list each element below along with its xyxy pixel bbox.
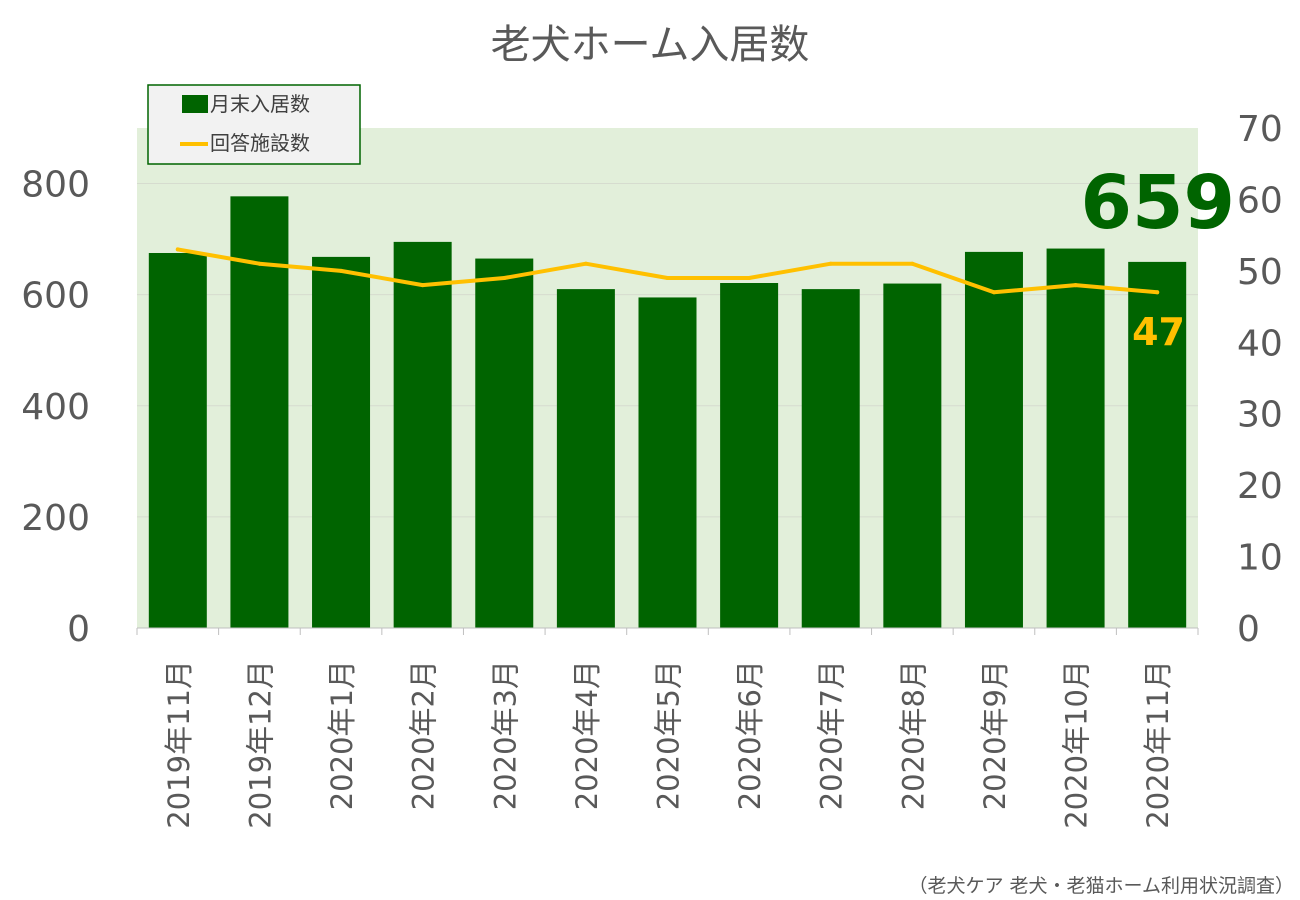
- line-callout: 47: [1132, 310, 1185, 354]
- line-point: [991, 290, 996, 295]
- legend-label-bars: 月末入居数: [210, 92, 310, 116]
- line-point: [257, 261, 262, 266]
- line-point: [1073, 283, 1078, 288]
- line-point: [420, 283, 425, 288]
- line-point: [1155, 290, 1160, 295]
- y-right-tick-label: 20: [1237, 466, 1283, 507]
- bar: [230, 196, 289, 629]
- source-note: （老犬ケア 老犬・老猫ホーム利用状況調査）: [908, 875, 1294, 897]
- y-right-tick-label: 60: [1237, 180, 1283, 221]
- chart-title: 老犬ホーム入居数: [490, 22, 810, 68]
- bar: [883, 283, 942, 628]
- y-right-tick-label: 0: [1237, 609, 1260, 650]
- bar: [148, 253, 207, 628]
- bar: [1128, 261, 1187, 628]
- x-tick-label: 2020年10月: [1060, 660, 1094, 829]
- bar: [1046, 248, 1105, 629]
- y-right-tick-label: 30: [1237, 395, 1283, 436]
- x-tick-label: 2020年9月: [978, 660, 1012, 810]
- x-tick-label: 2020年5月: [652, 660, 686, 810]
- bar: [475, 258, 534, 628]
- legend-swatch-bars: [182, 95, 208, 113]
- bar: [720, 283, 779, 628]
- x-tick-label: 2020年2月: [407, 660, 441, 810]
- x-tick-label: 2019年11月: [162, 660, 196, 829]
- x-tick-label: 2020年4月: [570, 660, 604, 810]
- line-point: [747, 276, 752, 280]
- bar: [964, 251, 1023, 628]
- y-right-tick-label: 70: [1237, 109, 1283, 150]
- x-tick-label: 2020年8月: [896, 660, 930, 810]
- x-tick-label: 2020年3月: [488, 660, 522, 810]
- legend-label-line: 回答施設数: [210, 131, 310, 155]
- bar: [638, 297, 697, 628]
- y-left-tick-label: 200: [21, 498, 90, 539]
- bar: [312, 256, 371, 628]
- line-point: [175, 247, 180, 252]
- line-point: [828, 261, 833, 266]
- line-point: [910, 261, 915, 266]
- x-tick-label: 2020年1月: [325, 660, 359, 810]
- bar: [801, 289, 860, 628]
- x-tick-label: 2020年6月: [733, 660, 767, 810]
- bar: [556, 289, 615, 628]
- x-tick-label: 2020年11月: [1141, 660, 1175, 829]
- bar: [393, 241, 452, 628]
- bar-callout: 659: [1081, 160, 1235, 246]
- line-point: [665, 276, 670, 280]
- y-right-tick-label: 40: [1237, 323, 1283, 364]
- y-left-tick-label: 0: [67, 609, 90, 650]
- x-tick-label: 2019年12月: [243, 660, 277, 829]
- y-left-tick-label: 400: [21, 387, 90, 428]
- y-right-tick-label: 50: [1237, 252, 1283, 293]
- y-right-tick-label: 10: [1237, 538, 1283, 579]
- line-point: [583, 261, 588, 266]
- y-left-tick-label: 600: [21, 276, 90, 317]
- line-point: [339, 268, 344, 273]
- line-point: [502, 276, 507, 280]
- x-tick-label: 2020年7月: [815, 660, 849, 810]
- y-left-tick-label: 800: [21, 165, 90, 206]
